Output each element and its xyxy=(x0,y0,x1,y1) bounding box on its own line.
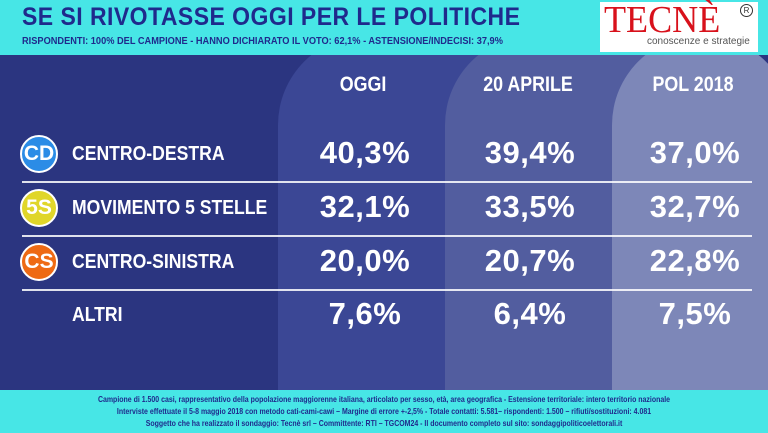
footer-interview-note: Interviste effettuate il 5-8 maggio 2018… xyxy=(116,406,652,416)
altri-pol-2018-value: 7,5% xyxy=(658,296,732,331)
centro-sinistra-pol-2018-value: 22,8% xyxy=(649,243,741,278)
centro-sinistra-oggi-value: 20,0% xyxy=(319,243,411,278)
page-subtitle: RISPONDENTI: 100% DEL CAMPIONE - HANNO D… xyxy=(22,35,503,47)
tecne-logo: TECNÈ R conoscenze e strategie xyxy=(600,0,758,52)
logo-name: TECNÈ xyxy=(604,0,721,41)
altri-oggi-value: 7,6% xyxy=(328,296,402,331)
results-table: OGGI 20 APRILE POL 2018 CD CENTRO-DESTRA… xyxy=(0,55,768,390)
column-band-pol-2018 xyxy=(612,55,768,390)
footer-source-note: Soggetto che ha realizzato il sondaggio:… xyxy=(145,418,623,428)
column-header-pol-2018: POL 2018 xyxy=(652,73,734,96)
column-header-20-aprile: 20 APRILE xyxy=(483,73,573,96)
centro-destra-pol-2018-value: 37,0% xyxy=(649,135,741,170)
centro-destra-badge: CD xyxy=(20,135,58,173)
movimento-5-stelle-label: MOVIMENTO 5 STELLE xyxy=(72,197,268,219)
row-divider xyxy=(22,289,752,291)
page-title: SE SI RIVOTASSE OGGI PER LE POLITICHE xyxy=(22,3,521,31)
centro-destra-label: CENTRO-DESTRA xyxy=(72,143,225,165)
movimento-5-stelle-20-aprile-value: 33,5% xyxy=(484,189,576,224)
altri-20-aprile-value: 6,4% xyxy=(493,296,567,331)
centro-destra-20-aprile-value: 39,4% xyxy=(484,135,576,170)
column-header-oggi: OGGI xyxy=(339,73,387,96)
centro-sinistra-20-aprile-value: 20,7% xyxy=(484,243,576,278)
movimento-5-stelle-oggi-value: 32,1% xyxy=(319,189,411,224)
row-divider xyxy=(22,235,752,237)
centro-sinistra-label: CENTRO-SINISTRA xyxy=(72,251,235,273)
centro-sinistra-badge: CS xyxy=(20,243,58,281)
movimento-5-stelle-badge: 5S xyxy=(20,189,58,227)
header-bar: SE SI RIVOTASSE OGGI PER LE POLITICHE RI… xyxy=(0,0,768,55)
centro-destra-oggi-value: 40,3% xyxy=(319,135,411,170)
registered-mark: R xyxy=(740,4,753,17)
methodology-footer: Campione di 1.500 casi, rappresentativo … xyxy=(0,390,768,433)
footer-sample-note: Campione di 1.500 casi, rappresentativo … xyxy=(97,394,671,404)
logo-tagline: conoscenze e strategie xyxy=(647,36,750,47)
row-divider xyxy=(22,181,752,183)
movimento-5-stelle-pol-2018-value: 32,7% xyxy=(649,189,741,224)
altri-label: ALTRI xyxy=(72,304,123,326)
